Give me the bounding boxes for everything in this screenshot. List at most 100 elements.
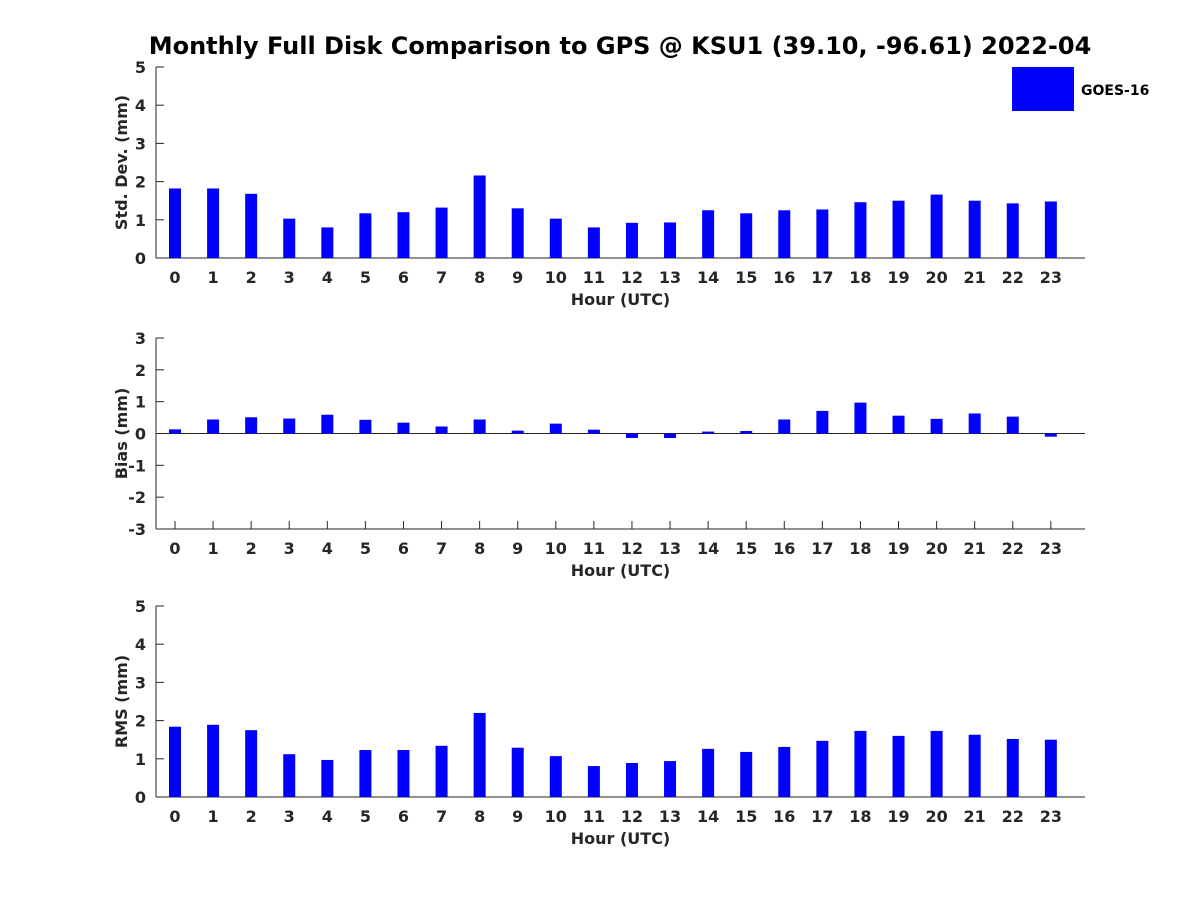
bar	[892, 735, 905, 797]
y-tick-label: -2	[128, 488, 146, 507]
x-tick-label: 5	[360, 807, 371, 826]
bar	[892, 200, 905, 258]
bar	[854, 402, 867, 434]
x-tick-label: 16	[773, 807, 795, 826]
y-tick-label: 2	[135, 712, 146, 731]
x-tick-label: 23	[1040, 268, 1062, 287]
x-axis-label: Hour (UTC)	[571, 829, 671, 848]
bar	[207, 724, 220, 797]
x-tick-label: 0	[169, 268, 180, 287]
x-tick-label: 11	[583, 807, 605, 826]
x-tick-label: 22	[1002, 807, 1024, 826]
y-tick-label: 1	[135, 211, 146, 230]
x-tick-label: 17	[811, 807, 833, 826]
bar	[549, 423, 562, 434]
x-tick-label: 4	[322, 539, 333, 558]
x-tick-label: 7	[436, 268, 447, 287]
bar	[511, 747, 524, 797]
x-axis-label: Hour (UTC)	[571, 290, 671, 309]
bar	[397, 212, 410, 258]
bar	[625, 222, 638, 258]
bar	[245, 730, 258, 797]
y-axis-label: Bias (mm)	[112, 388, 131, 480]
bar	[587, 227, 600, 258]
bar	[854, 730, 867, 797]
bar	[968, 200, 981, 258]
x-tick-label: 23	[1040, 807, 1062, 826]
x-tick-label: 10	[545, 539, 567, 558]
x-tick-label: 4	[322, 807, 333, 826]
bar	[778, 419, 791, 434]
x-tick-label: 12	[621, 268, 643, 287]
y-tick-label: 2	[135, 173, 146, 192]
y-tick-label: 1	[135, 750, 146, 769]
bar	[930, 730, 943, 797]
x-tick-label: 2	[246, 539, 257, 558]
x-tick-label: 8	[474, 807, 485, 826]
x-tick-label: 1	[208, 539, 219, 558]
bar	[854, 202, 867, 258]
y-tick-label: 3	[135, 329, 146, 348]
bar	[664, 433, 677, 438]
bar	[435, 426, 448, 434]
x-tick-label: 23	[1040, 539, 1062, 558]
y-tick-label: 3	[135, 673, 146, 692]
bar	[283, 218, 296, 258]
x-tick-label: 19	[887, 268, 909, 287]
legend-label: GOES-16	[1081, 83, 1149, 99]
x-tick-label: 8	[474, 539, 485, 558]
bar	[321, 414, 334, 434]
x-tick-label: 2	[246, 268, 257, 287]
legend: GOES-16	[1012, 67, 1149, 111]
x-tick-label: 12	[621, 807, 643, 826]
y-tick-label: 2	[135, 361, 146, 380]
bar	[435, 745, 448, 797]
bar	[207, 188, 220, 258]
y-tick-label: 5	[135, 58, 146, 77]
bar	[892, 415, 905, 434]
x-tick-label: 16	[773, 539, 795, 558]
bar	[1044, 433, 1057, 437]
x-tick-label: 18	[849, 268, 871, 287]
x-tick-label: 0	[169, 539, 180, 558]
x-tick-label: 3	[284, 807, 295, 826]
legend-swatch	[1012, 67, 1074, 111]
x-tick-label: 3	[284, 539, 295, 558]
bar	[1006, 738, 1019, 797]
x-tick-label: 22	[1002, 268, 1024, 287]
x-tick-label: 2	[246, 807, 257, 826]
bar	[435, 207, 448, 258]
x-tick-label: 13	[659, 807, 681, 826]
bar	[1044, 739, 1057, 797]
x-tick-label: 6	[398, 539, 409, 558]
bar	[473, 712, 486, 797]
x-tick-label: 15	[735, 807, 757, 826]
bar	[511, 430, 524, 434]
bar	[169, 429, 181, 434]
bar	[169, 726, 181, 797]
x-tick-label: 6	[398, 807, 409, 826]
bar	[397, 422, 410, 434]
bar	[740, 213, 753, 258]
y-tick-label: 0	[135, 425, 146, 444]
x-tick-label: 1	[208, 268, 219, 287]
bar	[930, 418, 943, 434]
y-tick-label: 4	[135, 96, 146, 115]
y-axis-label: Std. Dev. (mm)	[112, 95, 131, 230]
x-tick-label: 9	[512, 268, 523, 287]
x-tick-label: 22	[1002, 539, 1024, 558]
x-tick-label: 9	[512, 539, 523, 558]
bar	[169, 188, 181, 258]
bar	[702, 748, 715, 797]
bar	[1006, 203, 1019, 258]
x-tick-label: 17	[811, 268, 833, 287]
bar	[473, 419, 486, 434]
x-tick-label: 9	[512, 807, 523, 826]
x-tick-label: 15	[735, 539, 757, 558]
bar	[359, 750, 372, 797]
x-tick-label: 16	[773, 268, 795, 287]
bar	[740, 430, 753, 434]
y-axis-label: RMS (mm)	[112, 655, 131, 748]
